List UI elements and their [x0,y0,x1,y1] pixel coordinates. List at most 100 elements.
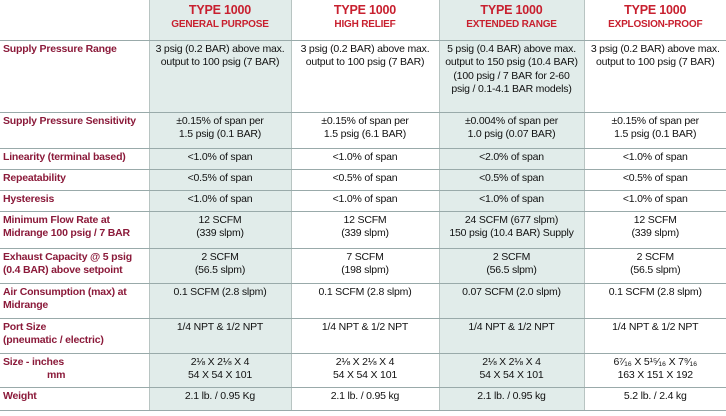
spec-row: Minimum Flow Rate at Midrange 100 psig / … [0,211,726,249]
spec-cell: 2⅛ X 2⅛ X 4 54 X 54 X 101 [438,353,584,388]
spec-cell: <1.0% of span [148,148,291,170]
spec-cell: 0.1 SCFM (2.8 slpm) [290,283,439,319]
label-line: Midrange 100 psig / 7 BAR [3,227,130,239]
spec-row: Hysteresis <1.0% of span <1.0% of span <1.0… [0,190,726,212]
spec-cell: <1.0% of span [290,190,439,212]
header-row: TYPE 1000 GENERAL PURPOSE TYPE 1000 HIGH RE… [0,0,726,41]
column-title: TYPE 1000 [624,3,687,17]
cell-line: 5 psig (0.4 BAR) above max. [447,42,576,55]
cell-line: <1.0% of span [622,192,688,205]
spec-cell: <0.5% of span [583,169,726,191]
label-line: Weight [3,389,37,402]
row-label: Supply Pressure Range [0,40,149,113]
spec-cell: 2 SCFM (56.5 slpm) [438,248,584,284]
column-header: TYPE 1000 EXTENDED RANGE [438,0,584,41]
cell-line: <1.0% of span [332,150,398,163]
column-header: TYPE 1000 GENERAL PURPOSE [148,0,291,41]
row-label: Air Consumption (max) at Midrange [0,283,149,319]
cell-line: output to 100 psig (7 BAR) [305,56,425,68]
cell-line: 1.5 psig (0.1 BAR) [178,128,262,140]
spec-cell: ±0.15% of span per 1.5 psig (0.1 BAR) [148,112,291,149]
spec-cell: ±0.15% of span per 1.5 psig (0.1 BAR) [583,112,726,149]
spec-cell: <1.0% of span [290,148,439,170]
label-line: Repeatability [3,171,66,184]
spec-row: Air Consumption (max) at Midrange 0.1 SCFM… [0,283,726,319]
cell-line: 54 X 54 X 101 [188,369,252,381]
cell-line: <1.0% of span [332,192,398,205]
spec-cell: <1.0% of span [438,190,584,212]
cell-line: (339 slpm) [196,227,244,239]
column-title: TYPE 1000 [188,3,252,17]
spec-cell: <0.5% of span [290,169,439,191]
cell-line: (56.5 slpm) [194,264,246,276]
spec-cell: 2⅛ X 2⅛ X 4 54 X 54 X 101 [148,353,291,388]
cell-line: 2⅛ X 2⅛ X 4 [482,355,541,368]
cell-line: 54 X 54 X 101 [479,369,544,381]
label-line: Exhaust Capacity @ 5 psig [3,250,132,263]
spec-cell: 5 psig (0.4 BAR) above max. output to 150… [438,40,584,113]
spec-cell: <1.0% of span [148,190,291,212]
label-line: Port Size [3,320,47,333]
spec-cell: 3 psig (0.2 BAR) above max. output to 100… [583,40,726,113]
cell-line: (100 psig / 7 BAR for 2-60 [453,69,570,82]
cell-line: output to 100 psig (7 BAR) [595,56,715,68]
cell-line: <1.0% of span [622,150,688,163]
cell-line: 3 psig (0.2 BAR) above max. [155,42,285,55]
spec-cell: 2.1 lb. / 0.95 kg [438,387,584,411]
cell-line: 1/4 NPT & 1/2 NPT [612,320,699,333]
column-header: TYPE 1000 HIGH RELIEF [290,0,439,41]
label-line: Hysteresis [3,192,55,205]
spec-cell: 24 SCFM (677 slpm) 150 psig (10.4 BAR) Su… [438,211,584,249]
column-subtitle: EXTENDED RANGE [466,18,557,30]
cell-line: 2⅛ X 2⅛ X 4 [190,355,250,368]
spec-cell: <1.0% of span [583,148,726,170]
cell-line: ±0.004% of span per [464,114,559,127]
cell-line: ±0.15% of span per [321,114,409,127]
spec-cell: 12 SCFM (339 slpm) [148,211,291,249]
cell-line: 24 SCFM (677 slpm) [464,213,559,226]
spec-cell: 0.07 SCFM (2.0 slpm) [438,283,584,319]
column-subtitle: GENERAL PURPOSE [171,18,269,30]
cell-line: 1.0 psig (0.07 BAR) [467,128,556,140]
label-line: Linearity (terminal based) [3,150,126,163]
cell-line: (339 slpm) [341,227,389,239]
spec-cell: <0.5% of span [438,169,584,191]
cell-line: 0.1 SCFM (2.8 slpm) [608,285,702,298]
spec-row: Size - inches mm 2⅛ X 2⅛ X 4 54 X 54 X 101 2… [0,353,726,388]
column-header: TYPE 1000 EXPLOSION-PROOF [583,0,726,41]
label-line: Midrange [3,299,49,311]
cell-line: ±0.15% of span per [176,114,264,127]
label-line: (0.4 BAR) above setpoint [3,264,123,276]
cell-line: (56.5 slpm) [630,264,681,276]
corner [0,0,149,41]
spec-cell: ±0.004% of span per 1.0 psig (0.07 BAR) [438,112,584,149]
spec-cell: 1/4 NPT & 1/2 NPT [290,318,439,354]
spec-row: Linearity (terminal based) <1.0% of span <… [0,148,726,170]
spec-cell: 3 psig (0.2 BAR) above max. output to 100… [290,40,439,113]
cell-line: (56.5 slpm) [486,264,537,276]
cell-line: 54 X 54 X 101 [333,369,397,381]
cell-line: <1.0% of span [187,150,253,163]
column-title: TYPE 1000 [480,3,543,17]
spec-row: Exhaust Capacity @ 5 psig (0.4 BAR) above… [0,248,726,284]
cell-line: (339 slpm) [631,227,680,239]
cell-line: 2⅛ X 2⅛ X 4 [335,355,395,368]
spec-cell: 2⅛ X 2⅛ X 4 54 X 54 X 101 [290,353,439,388]
row-label: Port Size (pneumatic / electric) [0,318,149,354]
cell-line: 2 SCFM [201,250,239,263]
label-line: Supply Pressure Sensitivity [3,114,136,127]
column-subtitle: HIGH RELIEF [334,18,396,30]
cell-line: <0.5% of span [622,171,688,184]
cell-line: 1.5 psig (0.1 BAR) [614,128,697,140]
row-label: Minimum Flow Rate at Midrange 100 psig / … [0,211,149,249]
cell-line: output to 150 psig (10.4 BAR) [445,56,578,68]
spec-cell: 2 SCFM (56.5 slpm) [148,248,291,284]
spec-cell: 7 SCFM (198 slpm) [290,248,439,284]
cell-line: <1.0% of span [479,192,544,205]
spec-row: Supply Pressure Sensitivity ±0.15% of spa… [0,112,726,149]
spec-cell: 0.1 SCFM (2.8 slpm) [583,283,726,319]
column-title: TYPE 1000 [333,3,397,17]
cell-line: 2 SCFM [636,250,675,263]
row-label: Hysteresis [0,190,149,212]
spec-cell: 1/4 NPT & 1/2 NPT [148,318,291,354]
